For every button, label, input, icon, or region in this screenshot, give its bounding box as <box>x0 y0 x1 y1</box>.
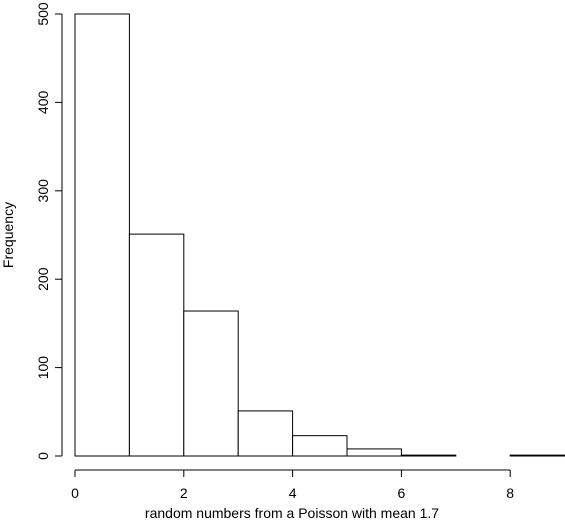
y-tick-label: 0 <box>35 452 51 460</box>
bar <box>509 454 565 457</box>
x-tick-label: 0 <box>71 485 79 501</box>
bar <box>292 435 348 457</box>
x-axis-label: random numbers from a Poisson with mean … <box>145 505 439 521</box>
bar <box>128 233 185 457</box>
x-tick-label: 4 <box>289 485 297 501</box>
y-tick-label: 100 <box>35 356 51 380</box>
y-tick-label: 400 <box>35 91 51 115</box>
bar <box>237 410 294 457</box>
x-tick-label: 6 <box>398 485 406 501</box>
bar <box>183 310 239 457</box>
bar <box>346 448 402 457</box>
bar <box>400 454 457 457</box>
y-tick-label: 500 <box>35 2 51 26</box>
y-tick-label: 300 <box>35 179 51 203</box>
y-axis-label: Frequency <box>0 202 16 268</box>
x-tick-label: 2 <box>180 485 188 501</box>
x-tick-label: 8 <box>506 485 514 501</box>
y-tick-label: 200 <box>35 267 51 291</box>
bar <box>74 13 130 457</box>
